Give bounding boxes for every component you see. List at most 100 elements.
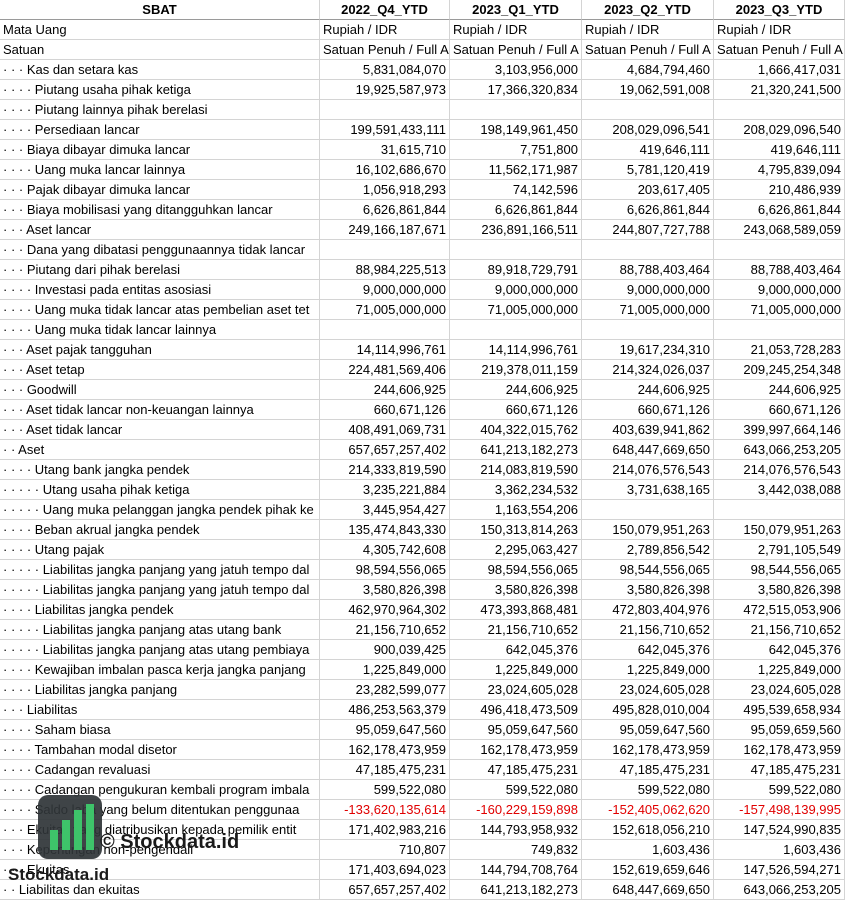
row-label: Satuan (0, 40, 320, 60)
cell-value: 19,062,591,008 (582, 80, 714, 100)
cell-value: Satuan Penuh / Full A (582, 40, 714, 60)
row-label: · · Aset (0, 440, 320, 460)
cell-value: 473,393,868,481 (450, 600, 582, 620)
cell-value: -160,229,159,898 (450, 800, 582, 820)
row-label: · · · · Saham biasa (0, 720, 320, 740)
cell-value: 162,178,473,959 (582, 740, 714, 760)
cell-value: 9,000,000,000 (320, 280, 450, 300)
cell-value: 1,225,849,000 (450, 660, 582, 680)
cell-value: 23,024,605,028 (714, 680, 845, 700)
cell-value: 162,178,473,959 (450, 740, 582, 760)
cell-value: Rupiah / IDR (714, 20, 845, 40)
cell-value: 419,646,111 (714, 140, 845, 160)
cell-value: 144,794,708,764 (450, 860, 582, 880)
cell-value: Satuan Penuh / Full A (450, 40, 582, 60)
cell-value: 4,684,794,460 (582, 60, 714, 80)
row-label: · · · Goodwill (0, 380, 320, 400)
row-label: · · · · Tambahan modal disetor (0, 740, 320, 760)
cell-value: 1,603,436 (714, 840, 845, 860)
row-label: · · · · · Liabilitas jangka panjang atas… (0, 620, 320, 640)
cell-value: 419,646,111 (582, 140, 714, 160)
cell-value: 47,185,475,231 (714, 760, 845, 780)
cell-value: 496,418,473,509 (450, 700, 582, 720)
cell-value: 71,005,000,000 (320, 300, 450, 320)
cell-value: 21,053,728,283 (714, 340, 845, 360)
row-label: · · · Piutang dari pihak berelasi (0, 260, 320, 280)
cell-value: 171,402,983,216 (320, 820, 450, 840)
cell-value: 3,235,221,884 (320, 480, 450, 500)
row-label: · · · · · Liabilitas jangka panjang yang… (0, 580, 320, 600)
cell-value: 152,619,659,646 (582, 860, 714, 880)
cell-value: 660,671,126 (320, 400, 450, 420)
cell-value: 243,068,589,059 (714, 220, 845, 240)
cell-value: 162,178,473,959 (714, 740, 845, 760)
cell-value: 2,791,105,549 (714, 540, 845, 560)
cell-value: 219,378,011,159 (450, 360, 582, 380)
cell-value (714, 240, 845, 260)
column-header: 2023_Q2_YTD (582, 0, 714, 20)
cell-value: 162,178,473,959 (320, 740, 450, 760)
row-label: · · · Aset pajak tangguhan (0, 340, 320, 360)
row-label: · · · · Cadangan pengukuran kembali prog… (0, 780, 320, 800)
cell-value: 1,056,918,293 (320, 180, 450, 200)
cell-value: 408,491,069,731 (320, 420, 450, 440)
cell-value (450, 240, 582, 260)
cell-value (582, 500, 714, 520)
row-label: · · · · Piutang lainnya pihak berelasi (0, 100, 320, 120)
cell-value: 31,615,710 (320, 140, 450, 160)
row-label: · · · Kepentingan non-pengendali (0, 840, 320, 860)
cell-value: 403,639,941,862 (582, 420, 714, 440)
cell-value: 152,618,056,210 (582, 820, 714, 840)
row-label: · · · Ekuitas yang diatribusikan kepada … (0, 820, 320, 840)
column-header: 2023_Q1_YTD (450, 0, 582, 20)
cell-value: 599,522,080 (450, 780, 582, 800)
cell-value: 3,580,826,398 (582, 580, 714, 600)
row-label: · · · · Piutang usaha pihak ketiga (0, 80, 320, 100)
cell-value: 144,793,958,932 (450, 820, 582, 840)
cell-value: 71,005,000,000 (714, 300, 845, 320)
cell-value: 244,606,925 (450, 380, 582, 400)
cell-value: 710,807 (320, 840, 450, 860)
row-label: · · · · Persediaan lancar (0, 120, 320, 140)
row-label: · · · Ekuitas (0, 860, 320, 880)
cell-value: 1,225,849,000 (714, 660, 845, 680)
cell-value: 21,320,241,500 (714, 80, 845, 100)
cell-value: 244,606,925 (582, 380, 714, 400)
row-label: · · · · Saldo laba yang belum ditentukan… (0, 800, 320, 820)
cell-value: 21,156,710,652 (320, 620, 450, 640)
row-label: · · · · Utang bank jangka pendek (0, 460, 320, 480)
cell-value: 648,447,669,650 (582, 440, 714, 460)
row-label: · · · · Liabilitas jangka pendek (0, 600, 320, 620)
cell-value (582, 240, 714, 260)
cell-value: 203,617,405 (582, 180, 714, 200)
cell-value: 95,059,647,560 (450, 720, 582, 740)
cell-value: 47,185,475,231 (582, 760, 714, 780)
cell-value: 147,526,594,271 (714, 860, 845, 880)
cell-value: 23,282,599,077 (320, 680, 450, 700)
cell-value: 150,079,951,263 (714, 520, 845, 540)
cell-value: 1,225,849,000 (320, 660, 450, 680)
row-label: · · · · Cadangan revaluasi (0, 760, 320, 780)
cell-value: 4,305,742,608 (320, 540, 450, 560)
row-label: · · · Liabilitas (0, 700, 320, 720)
row-label: · · · · Kewajiban imbalan pasca kerja ja… (0, 660, 320, 680)
cell-value: 3,580,826,398 (450, 580, 582, 600)
cell-value: 642,045,376 (450, 640, 582, 660)
cell-value: 244,606,925 (320, 380, 450, 400)
row-label: · · · · · Liabilitas jangka panjang yang… (0, 560, 320, 580)
cell-value: 11,562,171,987 (450, 160, 582, 180)
cell-value: 71,005,000,000 (450, 300, 582, 320)
cell-value: 23,024,605,028 (450, 680, 582, 700)
cell-value: 5,781,120,419 (582, 160, 714, 180)
cell-value: 9,000,000,000 (582, 280, 714, 300)
cell-value: 23,024,605,028 (582, 680, 714, 700)
cell-value: 21,156,710,652 (450, 620, 582, 640)
cell-value: 198,149,961,450 (450, 120, 582, 140)
cell-value: 236,891,166,511 (450, 220, 582, 240)
cell-value: 208,029,096,540 (714, 120, 845, 140)
cell-value: 3,442,038,088 (714, 480, 845, 500)
cell-value: 150,079,951,263 (582, 520, 714, 540)
cell-value: 7,751,800 (450, 140, 582, 160)
cell-value: 2,789,856,542 (582, 540, 714, 560)
row-label: · · · Aset lancar (0, 220, 320, 240)
